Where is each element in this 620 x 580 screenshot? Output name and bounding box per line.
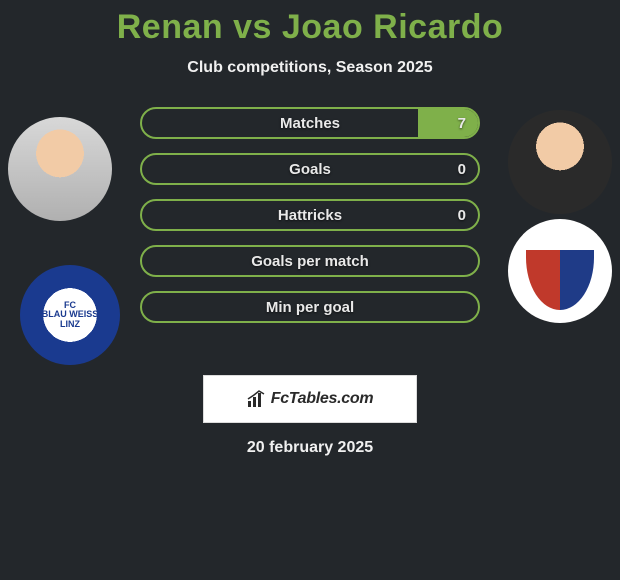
stat-value-right: 7: [458, 109, 466, 137]
stat-label: Goals per match: [142, 247, 478, 275]
player-left-photo: [8, 117, 112, 221]
chart-icon: [247, 389, 267, 409]
subtitle: Club competitions, Season 2025: [0, 59, 620, 77]
club-left-text: FCBLAU WEISSLINZ: [42, 301, 99, 329]
stat-row-goals: Goals 0: [140, 153, 480, 185]
stat-value-right: 0: [458, 201, 466, 229]
brand-text: FcTables.com: [271, 390, 374, 408]
stat-label: Matches: [142, 109, 478, 137]
avatar-placeholder: [8, 117, 112, 221]
date-text: 20 february 2025: [0, 439, 620, 457]
stat-row-matches: Matches 7: [140, 107, 480, 139]
stat-label: Hattricks: [142, 201, 478, 229]
stat-value-right: 0: [458, 155, 466, 183]
brand-box[interactable]: FcTables.com: [203, 375, 417, 423]
stat-row-min-per-goal: Min per goal: [140, 291, 480, 323]
player-right-photo: [508, 110, 612, 214]
shield-icon: [523, 229, 597, 313]
avatar-placeholder: [508, 110, 612, 214]
stat-label: Goals: [142, 155, 478, 183]
page-title: Renan vs Joao Ricardo: [0, 0, 620, 47]
stat-row-goals-per-match: Goals per match: [140, 245, 480, 277]
player-left-club-logo: FCBLAU WEISSLINZ: [20, 265, 120, 365]
comparison-area: FCBLAU WEISSLINZ Matches 7 Goals 0 Hattr…: [0, 107, 620, 367]
stat-label: Min per goal: [142, 293, 478, 321]
player-right-club-logo: [508, 219, 612, 323]
stat-row-hattricks: Hattricks 0: [140, 199, 480, 231]
stat-bars: Matches 7 Goals 0 Hattricks 0 Goals per …: [140, 107, 480, 337]
